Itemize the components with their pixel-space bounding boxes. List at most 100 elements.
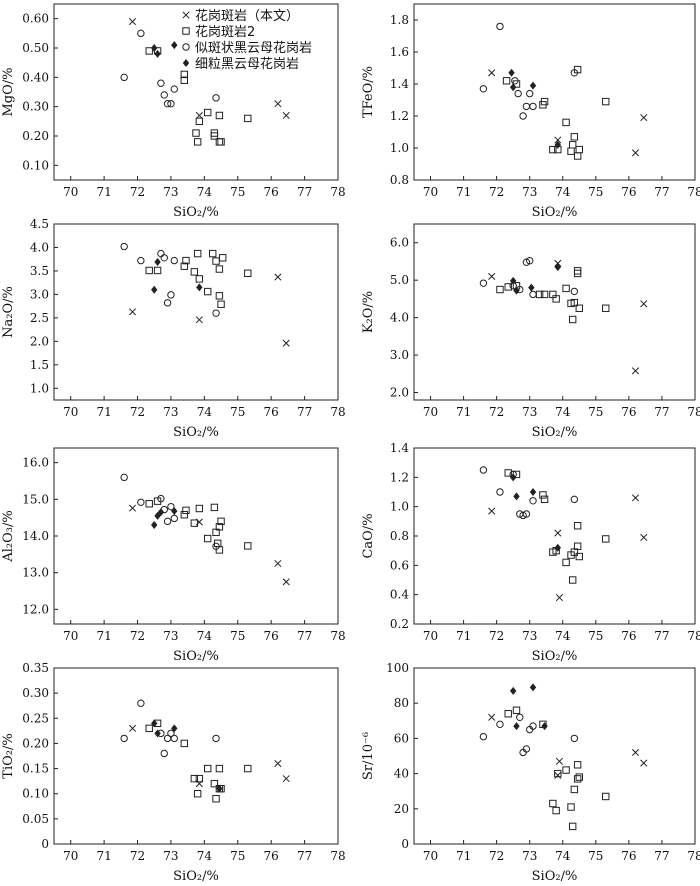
x-tick-label: 71: [456, 185, 471, 199]
y-tick-label: 15.0: [22, 492, 49, 506]
data-point-diamond: [509, 686, 517, 695]
data-point-square: [215, 292, 224, 300]
data-point-diamond: [171, 41, 178, 50]
data-point-circle: [529, 290, 537, 299]
data-point-diamond: [154, 258, 161, 267]
data-point-square: [180, 76, 189, 84]
data-point-circle: [212, 94, 220, 102]
x-axis-label: SiO₂/%: [173, 869, 219, 884]
y-tick-label: 1.2: [390, 470, 409, 484]
data-point-x: [554, 136, 562, 144]
data-point-x: [631, 149, 640, 157]
y-tick-label: 2.0: [390, 386, 409, 400]
data-point-circle: [496, 720, 504, 729]
y-tick-label: 0.30: [22, 100, 49, 114]
legend-label: 花岗斑岩（本文）: [195, 8, 299, 24]
data-point-diamond: [554, 263, 562, 272]
x-tick-label: 76: [621, 185, 636, 199]
x-tick-label: 77: [654, 629, 669, 643]
data-point-square: [539, 491, 547, 499]
data-point-square: [180, 511, 189, 519]
x-tick-label: 77: [654, 405, 669, 419]
legend-marker-x: [182, 11, 190, 19]
data-point-x: [282, 775, 290, 783]
data-point-diamond: [513, 492, 520, 501]
data-point-square: [203, 108, 212, 117]
data-point-square: [570, 298, 579, 307]
y-tick-label: 0.60: [22, 12, 49, 26]
y-tick-label: 0.40: [22, 70, 49, 84]
y-axis-label: Na₂O/%: [1, 286, 16, 338]
data-point-x: [274, 559, 282, 568]
plot-frame: [53, 3, 339, 181]
data-point-circle: [170, 256, 178, 265]
x-tick-label: 71: [96, 405, 111, 419]
data-point-square: [190, 268, 199, 276]
y-tick-label: 5.0: [390, 273, 409, 287]
x-tick-label: 72: [489, 629, 504, 643]
y-tick-label: 2.0: [30, 334, 49, 348]
data-point-diamond: [554, 140, 562, 149]
plot-frame: [53, 447, 339, 625]
chart-panel-na2o: 70 71 72 73 74 75 76 77 78 1.0 1.5 2.0 2.5 3.0 3.5 4.0 4…: [1, 217, 346, 440]
data-point-square: [195, 774, 204, 783]
data-point-square: [570, 785, 579, 794]
x-tick-label: 77: [297, 849, 312, 863]
data-point-square: [212, 257, 220, 265]
y-tick-label: 0: [41, 837, 49, 851]
chart-panel-al2o3: 70 71 72 73 74 75 76 77 78 12.0 13.0 14.0 15.0 16.0 Si…: [1, 447, 346, 664]
legend-marker-circle: [182, 43, 190, 51]
data-point-diamond: [151, 520, 158, 530]
data-point-circle: [163, 299, 172, 307]
data-point-circle: [519, 112, 527, 120]
x-tick-label: 71: [96, 629, 111, 643]
x-tick-label: 73: [163, 185, 178, 199]
data-point-circle: [120, 242, 128, 251]
data-point-x: [488, 713, 496, 721]
y-tick-label: 1.5: [30, 358, 49, 372]
data-point-circle: [529, 497, 537, 505]
y-tick-label: 0.10: [22, 158, 49, 172]
x-tick-label: 76: [264, 185, 279, 199]
y-tick-label: 0.05: [22, 812, 49, 826]
data-point-square: [567, 803, 575, 811]
x-tick-label: 76: [264, 629, 279, 643]
x-tick-label: 76: [264, 405, 279, 419]
data-point-square: [602, 304, 610, 312]
data-point-square: [193, 138, 202, 146]
y-tick-label: 0.50: [22, 41, 49, 55]
x-tick-label: 70: [423, 185, 438, 199]
y-tick-label: 0.8: [390, 173, 409, 187]
data-point-circle: [526, 89, 534, 98]
x-tick-label: 72: [130, 849, 145, 863]
x-tick-label: 77: [297, 185, 312, 199]
data-point-circle: [212, 309, 220, 317]
data-point-diamond: [154, 511, 161, 520]
data-point-circle: [570, 495, 579, 504]
data-point-square: [210, 503, 219, 512]
x-tick-label: 74: [555, 405, 571, 419]
data-point-square: [562, 558, 570, 567]
data-point-square: [568, 315, 577, 324]
x-tick-label: 78: [687, 405, 700, 419]
data-point-x: [128, 18, 137, 26]
data-point-circle: [522, 510, 531, 518]
y-axis-label: TFeO/%: [361, 66, 376, 118]
data-point-circle: [157, 494, 165, 503]
data-point-circle: [160, 254, 168, 262]
data-point-x: [195, 316, 203, 324]
data-point-square: [540, 290, 549, 299]
x-tick-label: 75: [588, 849, 603, 863]
x-tick-label: 73: [163, 849, 178, 863]
data-point-square: [540, 495, 549, 504]
y-tick-label: 20: [394, 802, 409, 816]
data-point-diamond: [151, 719, 158, 728]
x-tick-label: 76: [621, 849, 636, 863]
data-point-x: [631, 494, 640, 502]
data-point-square: [182, 506, 190, 515]
x-tick-label: 75: [588, 629, 603, 643]
y-tick-label: 4.0: [30, 240, 49, 254]
x-tick-label: 76: [264, 849, 279, 863]
data-point-x: [195, 111, 203, 120]
x-axis-label: SiO₂/%: [532, 649, 578, 664]
